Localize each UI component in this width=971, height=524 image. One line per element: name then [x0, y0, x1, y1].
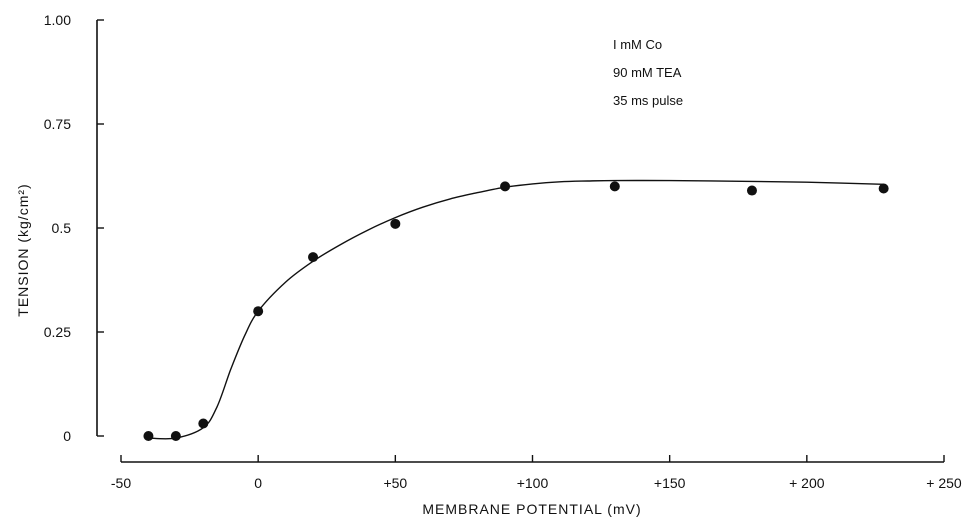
data-point: [609, 181, 620, 192]
y-tick-label: 1.00: [44, 12, 71, 28]
x-tick-label: +150: [654, 475, 686, 491]
x-tick-label: + 200: [789, 475, 825, 491]
y-axis-ticks: 0 0.25 0.5 0.75 1.00: [44, 12, 104, 444]
y-tick-label: 0.25: [44, 324, 71, 340]
data-point: [143, 431, 154, 441]
annotation-line-2: 90 mM TEA: [613, 65, 682, 80]
axes: [96, 20, 944, 463]
x-tick-label: -50: [111, 475, 131, 491]
x-tick-label: + 250: [926, 475, 962, 491]
y-axis-title: TENSION (kg/cm²): [15, 183, 31, 316]
y-tick-label: 0.75: [44, 116, 71, 132]
data-point: [500, 181, 511, 192]
data-point: [253, 306, 264, 317]
data-points-layer: [143, 181, 889, 441]
annotation-line-3: 35 ms pulse: [613, 93, 683, 108]
data-point: [390, 218, 401, 229]
data-point: [746, 185, 757, 196]
y-tick-label: 0: [63, 428, 71, 444]
x-axis-ticks: -50 0 +50 +100 +150 + 200 + 250: [111, 455, 962, 491]
y-tick-label: 0.5: [52, 220, 72, 236]
x-axis-title: MEMBRANE POTENTIAL (mV): [422, 501, 641, 517]
fitted-curve: [148, 179, 884, 440]
x-tick-label: +50: [383, 475, 407, 491]
x-tick-label: +100: [517, 475, 549, 491]
data-point: [170, 431, 181, 441]
data-point: [198, 418, 209, 429]
fitted-curve-layer: [148, 179, 884, 440]
annotation-block: I mM Co 90 mM TEA 35 ms pulse: [613, 37, 683, 108]
x-tick-label: 0: [254, 475, 262, 491]
data-point: [878, 183, 889, 194]
annotation-line-1: I mM Co: [613, 37, 662, 52]
data-point: [308, 252, 319, 263]
